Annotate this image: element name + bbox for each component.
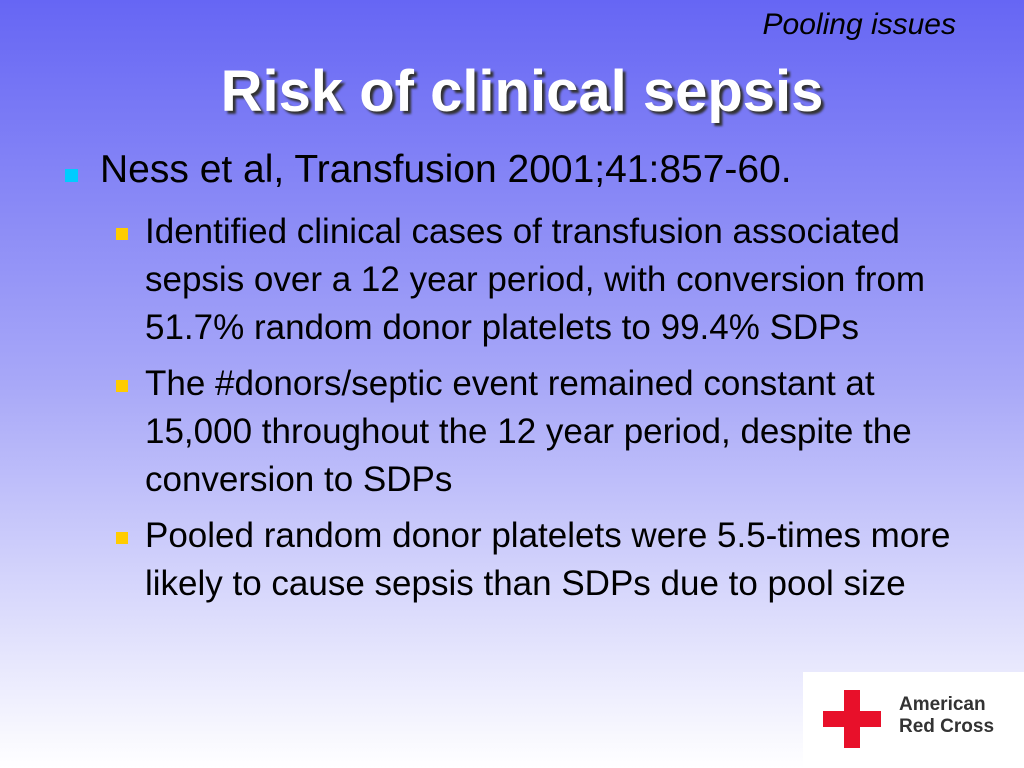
sub-bullets: Identified clinical cases of transfusion… [116, 208, 960, 616]
cross [823, 711, 881, 727]
sub-bullet-text: Pooled random donor platelets were 5.5-t… [145, 516, 951, 603]
subtitle: Pooling issues [762, 8, 956, 41]
sub-bullet-text: The #donors/septic event remained consta… [145, 364, 912, 499]
bullet-marker [65, 169, 78, 182]
bullet: Ness et al, Transfusion 2001;41:857-60. [100, 148, 792, 191]
logo-text: Red Cross [899, 716, 995, 737]
bullet-marker [116, 380, 128, 392]
sub-bullet: Identified clinical cases of transfusion… [116, 208, 960, 352]
title: Risk of clinical sepsis [220, 59, 824, 124]
sub-bullet-text: Identified clinical cases of transfusion… [145, 212, 926, 347]
sub-bullet: Pooled random donor platelets were 5.5-t… [116, 512, 960, 608]
logo: American Red Cross [803, 672, 1024, 768]
sub-bullet: The #donors/septic event remained consta… [116, 360, 960, 504]
bullet-marker [116, 532, 128, 544]
logo-text: American [899, 694, 986, 715]
bullet-marker [116, 228, 128, 240]
